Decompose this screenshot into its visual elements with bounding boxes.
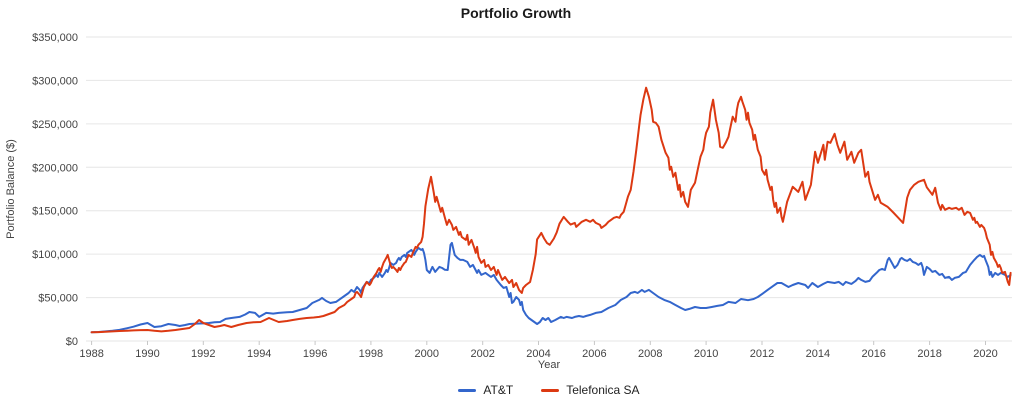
svg-text:1996: 1996 [303, 348, 327, 360]
svg-text:$50,000: $50,000 [38, 293, 78, 305]
svg-text:1990: 1990 [135, 348, 159, 360]
svg-text:1998: 1998 [359, 348, 383, 360]
svg-text:1994: 1994 [247, 348, 271, 360]
svg-text:2006: 2006 [582, 348, 606, 360]
svg-text:2018: 2018 [917, 348, 941, 360]
svg-text:1992: 1992 [191, 348, 215, 360]
svg-text:1988: 1988 [79, 348, 103, 360]
svg-text:2010: 2010 [694, 348, 718, 360]
svg-text:2020: 2020 [973, 348, 997, 360]
svg-text:2016: 2016 [861, 348, 885, 360]
svg-text:2014: 2014 [806, 348, 830, 360]
svg-text:$0: $0 [66, 336, 78, 348]
legend-item-att: AT&T [458, 383, 513, 397]
svg-text:2000: 2000 [415, 348, 439, 360]
svg-text:$300,000: $300,000 [32, 75, 78, 87]
svg-text:2012: 2012 [750, 348, 774, 360]
att-series-line-marker [458, 388, 477, 392]
svg-text:$250,000: $250,000 [32, 119, 78, 131]
svg-text:2002: 2002 [470, 348, 494, 360]
chart-title: Portfolio Growth [460, 5, 572, 21]
svg-text:$200,000: $200,000 [32, 162, 78, 174]
legend-item-telefonica-sa: Telefonica SA [541, 383, 640, 397]
svg-text:$350,000: $350,000 [32, 32, 78, 44]
legend-label-att: AT&T [483, 383, 514, 397]
svg-text:$100,000: $100,000 [32, 249, 78, 261]
legend: AT&T Telefonica SA [86, 383, 1012, 397]
svg-text:2008: 2008 [638, 348, 662, 360]
legend-label-telefonica-sa: Telefonica SA [566, 383, 640, 397]
telefonica-series-line-marker [541, 388, 560, 392]
svg-text:2004: 2004 [526, 348, 550, 360]
x-axis-title: Year [537, 359, 561, 371]
svg-text:$150,000: $150,000 [32, 206, 78, 218]
